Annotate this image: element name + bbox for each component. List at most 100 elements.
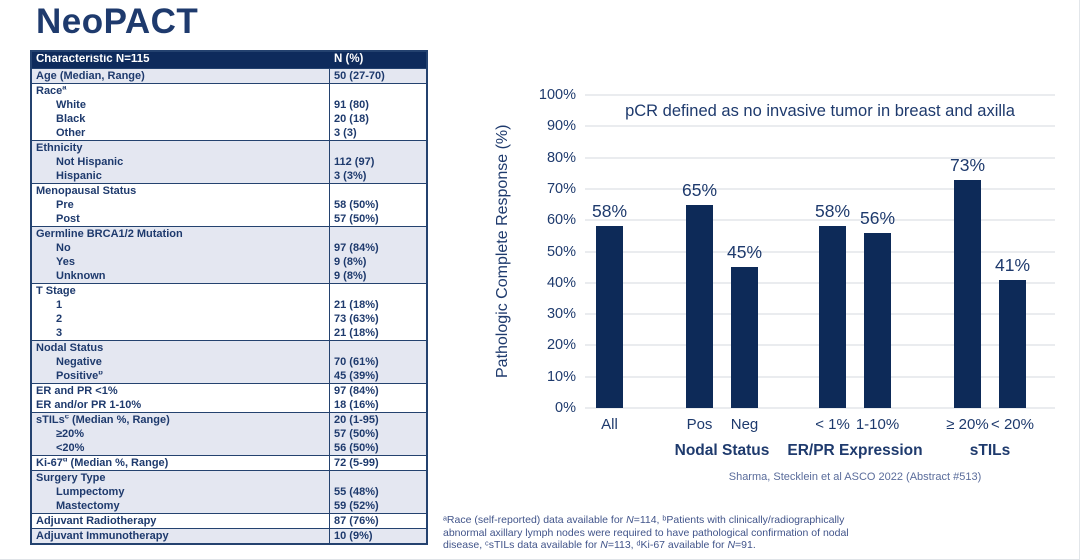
slide-title: NeoPACT bbox=[36, 2, 199, 41]
bar-value-label: 41% bbox=[994, 254, 1031, 275]
table-row: sTILsc (Median %, Range) 20 (1-95) bbox=[32, 413, 426, 427]
table-cell-value: 58 (50%) bbox=[329, 198, 426, 212]
chart-bar bbox=[819, 226, 846, 408]
table-row: Age (Median, Range) 50 (27-70) bbox=[32, 69, 426, 83]
table-row: Surgery Type bbox=[32, 471, 426, 485]
table-cell-value: 18 (16%) bbox=[329, 398, 426, 412]
x-axis-group-label: sTILs bbox=[969, 442, 1011, 459]
table-cell-value: 50 (27-70) bbox=[329, 69, 426, 83]
y-axis-label: Pathologic Complete Response (%) bbox=[494, 124, 511, 379]
table-section: Ki-67d (Median %, Range) 72 (5-99) bbox=[32, 455, 426, 470]
footnote-line: disease, ᶜsTILs data available for N=113… bbox=[443, 539, 756, 551]
table-row: Mastectomy 59 (52%) bbox=[32, 499, 426, 513]
table-cell-value: 87 (76%) bbox=[329, 514, 426, 528]
table-row: Not Hispanic 112 (97) bbox=[32, 155, 426, 169]
table-row: Ki-67d (Median %, Range) 72 (5-99) bbox=[32, 456, 426, 470]
table-cell-label: Yes bbox=[56, 256, 75, 268]
table-cell-value: 21 (18%) bbox=[329, 298, 426, 312]
footnote-line: abnormal axillary lymph nodes were requi… bbox=[443, 526, 849, 539]
pcr-bar-chart: 58% 65% 45% 58% 56% 73% 41% bbox=[585, 94, 1055, 409]
table-cell-value: 97 (84%) bbox=[329, 384, 426, 398]
table-cell-value: 97 (84%) bbox=[329, 241, 426, 255]
table-section: Surgery Type Lumpectomy 55 (48%) Mastectomy… bbox=[32, 470, 426, 513]
table-cell-value: 20 (1-95) bbox=[329, 413, 426, 427]
y-axis-tick: 30% bbox=[546, 306, 576, 323]
table-cell-label: Other bbox=[56, 127, 86, 139]
bar-value-label: 45% bbox=[726, 242, 763, 263]
table-row: Ethnicity bbox=[32, 141, 426, 155]
table-cell-label: ≥20% bbox=[56, 428, 85, 440]
table-cell-label: <20% bbox=[56, 442, 85, 454]
table-cell-value: 21 (18%) bbox=[329, 326, 426, 340]
x-axis-tick: All bbox=[601, 416, 618, 433]
table-row: Pre 58 (50%) bbox=[32, 198, 426, 212]
y-axis-tick: 70% bbox=[546, 180, 576, 197]
table-cell-label: ER and PR <1% bbox=[36, 385, 118, 397]
table-row: Nodal Status bbox=[32, 341, 426, 355]
bar-value-label: 65% bbox=[681, 179, 718, 200]
table-cell-label: Post bbox=[56, 213, 80, 225]
table-row: 3 21 (18%) bbox=[32, 326, 426, 340]
table-cell-label: Unknown bbox=[56, 270, 106, 282]
table-section: Menopausal Status Pre 58 (50%) Post 57 (50%) bbox=[32, 183, 426, 226]
table-cell-value: 55 (48%) bbox=[329, 485, 426, 499]
table-cell-value: 10 (9%) bbox=[329, 529, 426, 543]
table-cell-label: Not Hispanic bbox=[56, 156, 124, 168]
gridline bbox=[585, 187, 1055, 190]
y-axis-tick: 80% bbox=[546, 149, 576, 166]
table-cell-label: ER and/or PR 1-10% bbox=[36, 399, 142, 411]
table-cell-value: 56 (50%) bbox=[329, 441, 426, 455]
chart-bar bbox=[686, 204, 713, 408]
x-axis-tick: ≥ 20% bbox=[946, 416, 989, 433]
table-section: T Stage 1 21 (18%) 2 73 (63%) 3 21 (18%) bbox=[32, 283, 426, 340]
table-cell-value: 112 (97) bbox=[329, 155, 426, 169]
chart-bar bbox=[954, 179, 981, 408]
chart-bar bbox=[596, 226, 623, 408]
chart-bar bbox=[864, 232, 891, 408]
table-cell-label: Black bbox=[56, 113, 86, 125]
table-cell-value: 45 (39%) bbox=[329, 369, 426, 383]
table-cell-label: 2 bbox=[56, 313, 63, 325]
table-row: Post 57 (50%) bbox=[32, 212, 426, 226]
characteristics-table: Characteristic N=115 N (%) Age (Median, … bbox=[30, 50, 428, 545]
table-cell-label: White bbox=[56, 99, 86, 111]
table-cell-label: 3 bbox=[56, 327, 63, 339]
table-body: Age (Median, Range) 50 (27-70) Racea White 9… bbox=[32, 68, 426, 543]
table-cell-label: Mastectomy bbox=[56, 500, 120, 512]
table-cell-value bbox=[329, 284, 426, 298]
table-cell-label: 1 bbox=[56, 299, 63, 311]
table-cell-value bbox=[329, 184, 426, 198]
table-cell-value: 9 (8%) bbox=[329, 255, 426, 269]
footnotes: ᵃRace (self-reported) data available for… bbox=[443, 514, 943, 552]
table-row: <20% 56 (50%) bbox=[32, 441, 426, 455]
gridline bbox=[585, 94, 1055, 96]
table-row: Menopausal Status bbox=[32, 184, 426, 198]
table-row: Black 20 (18) bbox=[32, 112, 426, 126]
table-section: Nodal Status Negative 70 (61%) Positiveb 45 … bbox=[32, 340, 426, 383]
table-cell-value bbox=[329, 471, 426, 485]
table-cell-label: Adjuvant Immunotherapy bbox=[36, 530, 169, 542]
table-cell-value bbox=[329, 141, 426, 155]
y-axis-tick: 40% bbox=[546, 274, 576, 291]
superscript-marker: d bbox=[62, 457, 68, 463]
table-cell-label: Hispanic bbox=[56, 170, 102, 182]
x-axis-tick: < 20% bbox=[991, 416, 1034, 433]
table-section: Age (Median, Range) 50 (27-70) bbox=[32, 68, 426, 83]
table-row: 2 73 (63%) bbox=[32, 312, 426, 326]
table-section: Racea White 91 (80) Black 20 (18) Other 3 (3) bbox=[32, 83, 426, 140]
table-cell-label: Pre bbox=[56, 199, 74, 211]
table-cell-label: sTILsc (Median %, Range) bbox=[32, 415, 329, 426]
table-row: No 97 (84%) bbox=[32, 241, 426, 255]
table-cell-label: Lumpectomy bbox=[56, 486, 125, 498]
table-row: ≥20% 57 (50%) bbox=[32, 427, 426, 441]
table-cell-value: 57 (50%) bbox=[329, 212, 426, 226]
table-cell-value: 3 (3%) bbox=[329, 169, 426, 183]
table-cell-label: Racea bbox=[32, 86, 329, 97]
table-cell-label: Ethnicity bbox=[36, 142, 83, 154]
gridline bbox=[585, 156, 1055, 159]
x-axis-tick: Neg bbox=[730, 416, 759, 433]
gridline bbox=[585, 125, 1055, 128]
gridline bbox=[585, 407, 1055, 409]
table-row: Adjuvant Radiotherapy 87 (76%) bbox=[32, 514, 426, 528]
